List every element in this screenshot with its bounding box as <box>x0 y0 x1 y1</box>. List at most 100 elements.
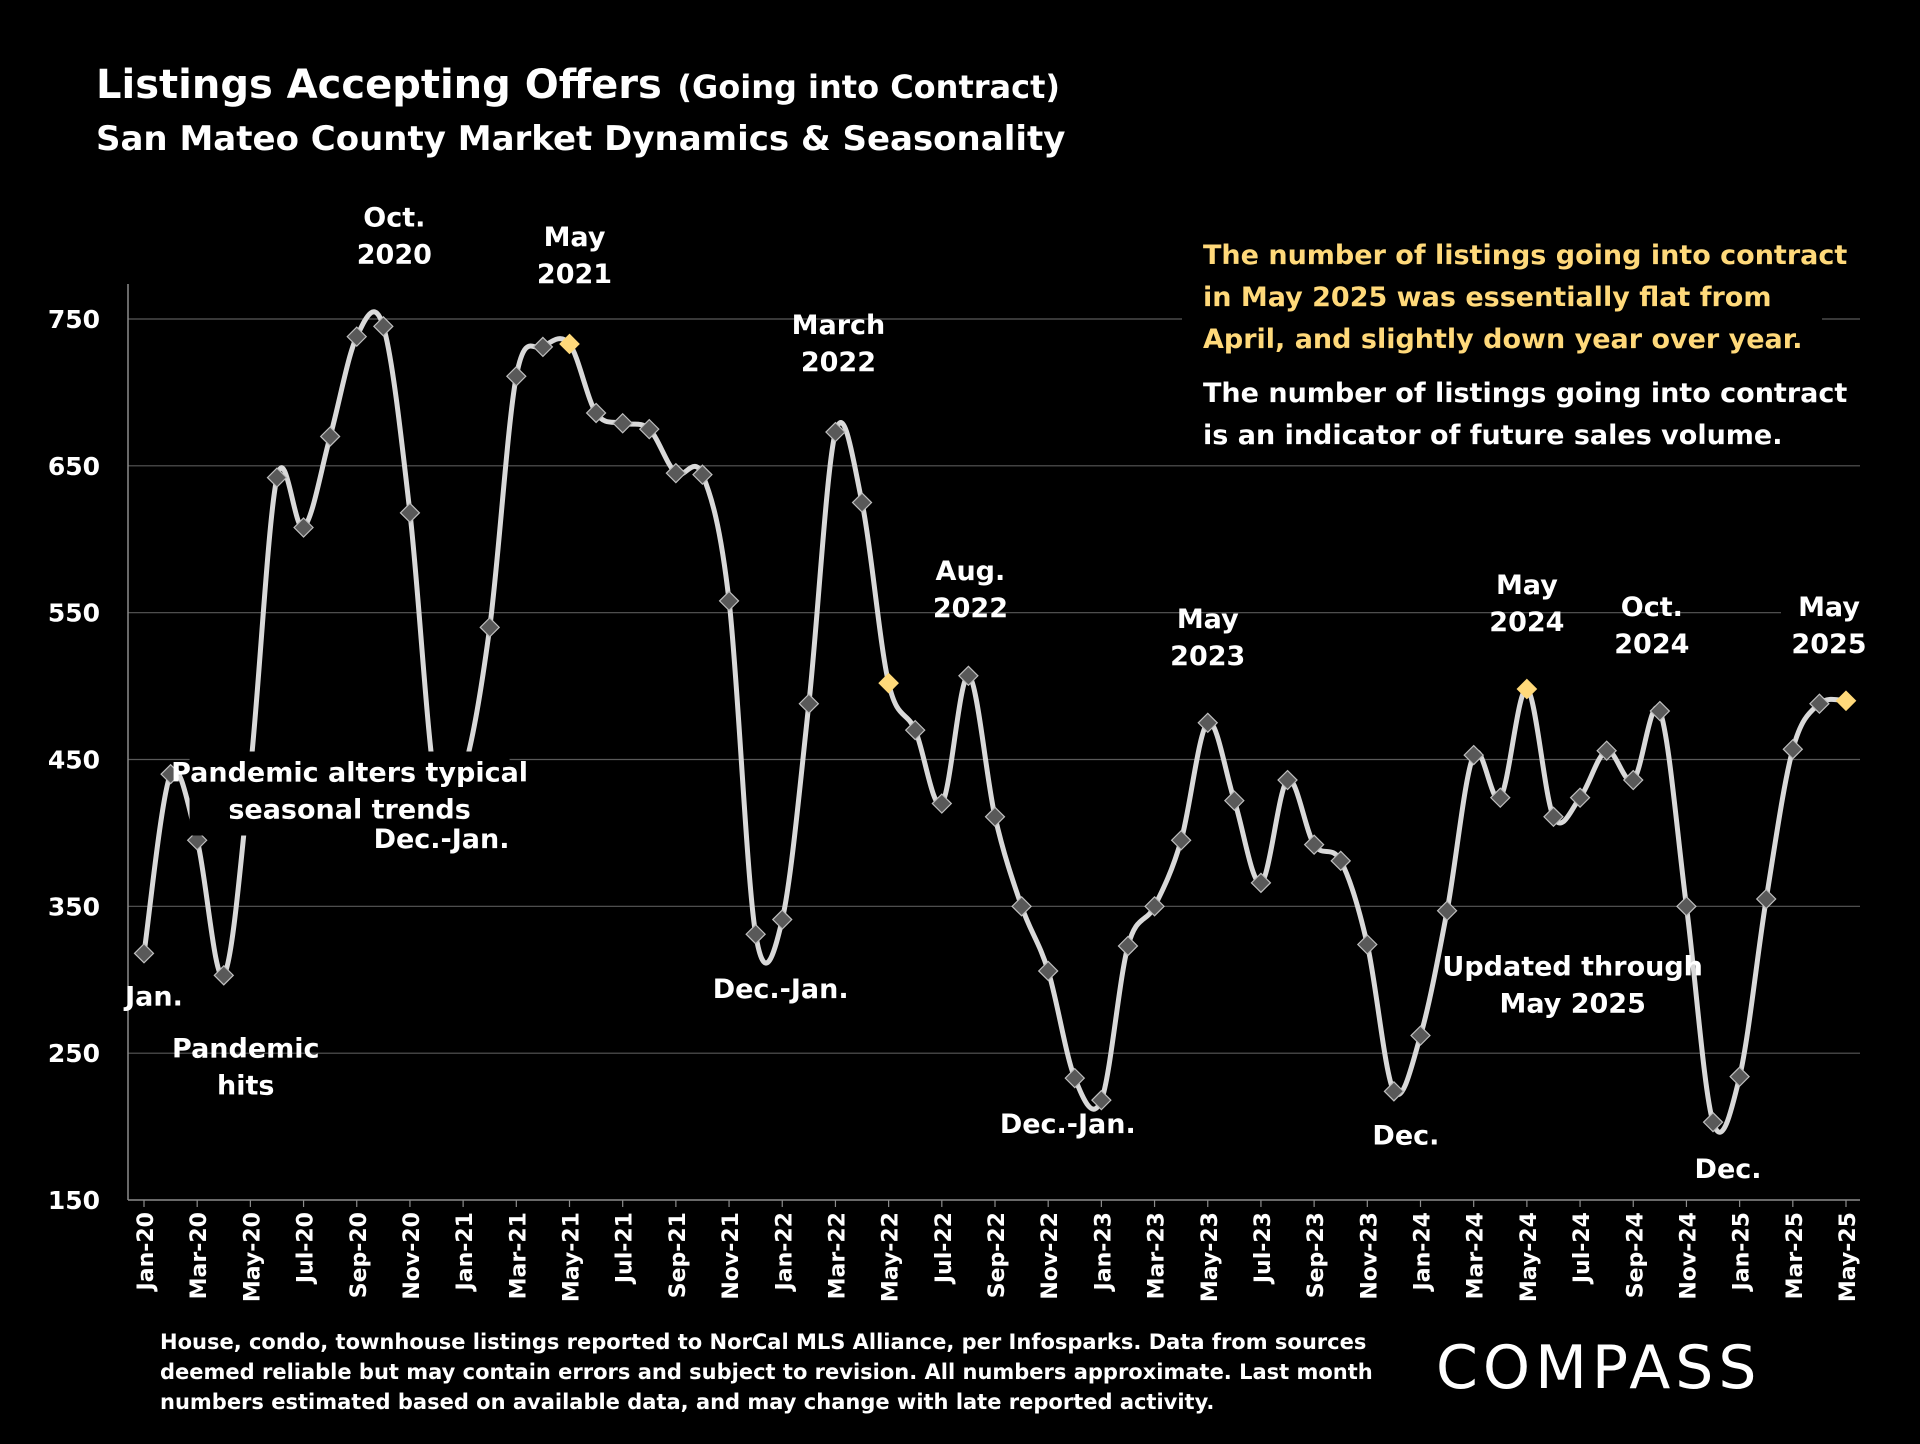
x-tick-label: Nov-21 <box>719 1212 744 1300</box>
x-tick-label: Mar-21 <box>506 1212 531 1299</box>
x-tick-label: Mar-20 <box>187 1212 212 1299</box>
compass-logo: COMPASS <box>1436 1333 1761 1403</box>
title-paren: (Going into Contract) <box>677 68 1060 106</box>
annotation: May 2025 <box>1781 585 1877 670</box>
x-tick-label: Mar-24 <box>1464 1212 1489 1299</box>
data-point <box>718 590 740 612</box>
data-point <box>1809 693 1830 715</box>
x-tick-label: Jan-24 <box>1411 1212 1436 1292</box>
data-point <box>771 909 793 930</box>
x-tick-label: Jul-20 <box>294 1212 319 1285</box>
chart-subtitle: San Mateo County Market Dynamics & Seaso… <box>96 119 1065 159</box>
data-point <box>399 502 421 524</box>
annotation-text: hits <box>217 1070 274 1101</box>
annotation-text: 2023 <box>1170 641 1245 672</box>
x-tick-label: Nov-20 <box>400 1212 425 1300</box>
data-point <box>293 517 314 538</box>
data-point <box>133 942 155 964</box>
annotation: May 2021 <box>537 222 612 290</box>
y-tick-label: 150 <box>48 1186 100 1215</box>
annotation: Dec.-Jan. <box>374 824 510 855</box>
x-tick-label: Nov-22 <box>1038 1212 1063 1300</box>
data-point <box>825 421 846 443</box>
annotation-text: 2022 <box>801 347 876 378</box>
x-tick-label: Mar-23 <box>1145 1212 1170 1299</box>
data-point <box>931 793 953 814</box>
data-point <box>958 665 979 687</box>
y-tick-label: 350 <box>48 892 100 921</box>
callout-note-line-1: The number of listings going into contra… <box>1203 378 1847 409</box>
callout: The number of listings going into contra… <box>1182 224 1847 464</box>
data-point <box>1303 834 1325 856</box>
annotation-text: Dec.-Jan. <box>713 974 849 1005</box>
x-tick-label: May-20 <box>240 1212 265 1302</box>
annotation: May 2023 <box>1170 604 1245 672</box>
series-line <box>141 309 1847 1135</box>
data-point <box>186 829 208 851</box>
x-tick-label: May-23 <box>1198 1212 1223 1302</box>
data-point <box>851 492 873 513</box>
annotation-text: Updated through <box>1442 952 1703 983</box>
annotation-text: 2022 <box>933 593 1008 624</box>
annotation: Pandemic alters typical seasonal trends <box>171 751 528 836</box>
x-tick-label: Jul-21 <box>613 1212 638 1285</box>
annotation: May 2024 <box>1489 570 1564 638</box>
x-tick-label: Jan-21 <box>453 1212 478 1292</box>
annotation: Jan. <box>123 981 183 1012</box>
x-tick-label: Nov-23 <box>1357 1212 1382 1300</box>
annotation-text: May <box>1496 570 1558 601</box>
data-point <box>1330 850 1352 872</box>
annotation-text: May <box>1177 604 1239 635</box>
annotation: Dec. <box>1695 1154 1762 1185</box>
source-note-line-1: House, condo, townhouse listings reporte… <box>160 1330 1366 1354</box>
x-tick-label: Jul-23 <box>1251 1212 1276 1285</box>
data-point <box>346 326 368 347</box>
data-point <box>1596 740 1618 762</box>
annotation: Updated through May 2025 <box>1442 952 1703 1020</box>
source-note-line-2: deemed reliable but may contain errors a… <box>160 1360 1373 1384</box>
y-axis: 150 250 350 450 550 650 750 <box>48 284 1860 1215</box>
x-tick-label: Sep-20 <box>347 1212 372 1298</box>
annotation-text: Dec. <box>1372 1120 1439 1151</box>
x-axis: Jan-20 Mar-20 May-20 Jul-20 Sep-20 Nov-20 Jan-… <box>134 1200 1861 1302</box>
x-tick-label: May-25 <box>1836 1212 1861 1302</box>
annotation-text: March <box>792 310 886 341</box>
y-tick-label: 550 <box>48 599 100 628</box>
callout-highlight-line-1: The number of listings going into contra… <box>1203 240 1847 271</box>
data-point <box>745 923 767 945</box>
highlight-data-point <box>559 333 580 355</box>
data-point <box>1383 1080 1405 1102</box>
title-main: Listings Accepting Offers <box>96 62 662 108</box>
annotation-text: May 2025 <box>1499 989 1645 1020</box>
annotation-text: Pandemic alters typical <box>171 758 528 789</box>
x-tick-label: May-22 <box>879 1212 904 1302</box>
annotation-text: Oct. <box>363 202 425 233</box>
x-tick-label: May-24 <box>1517 1212 1542 1302</box>
annotation: Oct. 2020 <box>357 202 432 270</box>
y-tick-label: 650 <box>48 452 100 481</box>
annotation: Oct. 2024 <box>1614 592 1689 660</box>
data-point <box>1197 712 1219 734</box>
data-point <box>665 462 687 484</box>
callout-note-line-2: is an indicator of future sales volume. <box>1203 420 1783 451</box>
x-tick-label: Sep-23 <box>1304 1212 1329 1298</box>
data-point <box>1569 787 1591 809</box>
data-point <box>160 763 181 785</box>
data-point <box>1356 934 1378 955</box>
annotation-text: 2021 <box>537 259 612 290</box>
data-point <box>266 467 288 488</box>
data-point <box>1622 769 1644 791</box>
data-point <box>213 964 235 986</box>
annotation-text: 2024 <box>1489 607 1564 638</box>
y-tick-label: 450 <box>48 746 100 775</box>
x-tick-label: Nov-24 <box>1676 1212 1701 1300</box>
annotation: Dec. <box>1372 1120 1439 1151</box>
data-point <box>479 617 501 638</box>
data-point <box>1782 738 1804 760</box>
data-point <box>1223 790 1245 811</box>
annotation-background <box>1781 585 1877 670</box>
annotation: Dec.-Jan. <box>713 974 849 1005</box>
x-tick-label: Jan-22 <box>772 1212 797 1292</box>
data-point <box>984 806 1006 828</box>
